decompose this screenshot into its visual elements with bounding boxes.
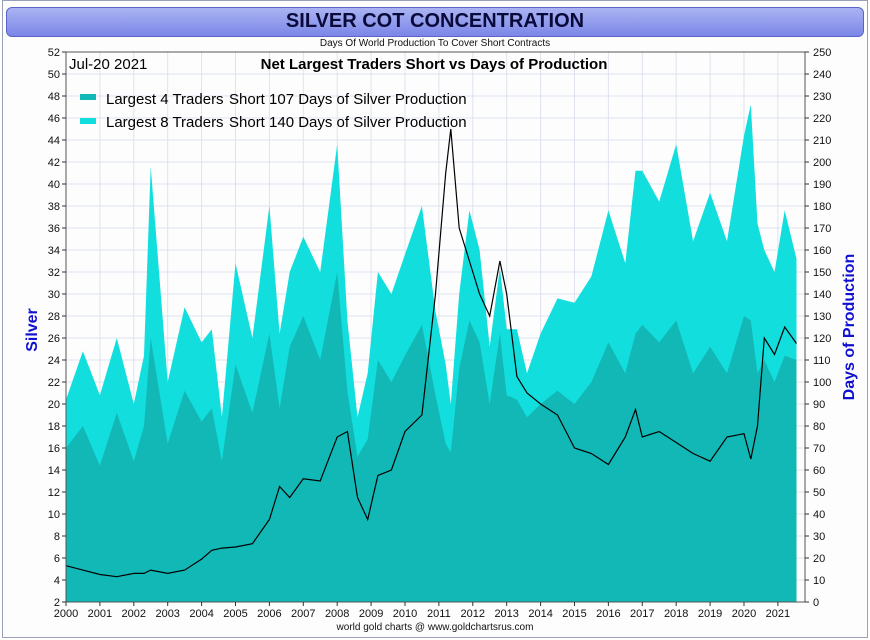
legend-value-largest-8: Short 140 Days of Silver Production bbox=[229, 114, 467, 131]
y2-tick-label: 120 bbox=[813, 333, 831, 345]
y2-tick-label: 20 bbox=[813, 553, 825, 565]
y-tick-label: 26 bbox=[48, 333, 60, 345]
x-tick-label: 2017 bbox=[630, 608, 654, 620]
x-tick-label: 2004 bbox=[189, 608, 213, 620]
y-tick-label: 18 bbox=[48, 421, 60, 433]
x-tick-label: 2020 bbox=[732, 608, 756, 620]
y2-tick-label: 40 bbox=[813, 509, 825, 521]
y-tick-label: 10 bbox=[48, 509, 60, 521]
x-tick-label: 2005 bbox=[223, 608, 247, 620]
plot-border bbox=[65, 51, 806, 603]
y-tick-label: 28 bbox=[48, 311, 60, 323]
footer-credit: world gold charts @ www.goldchartsrus.co… bbox=[336, 622, 534, 633]
y2-tick-label: 50 bbox=[813, 487, 825, 499]
y2-tick-label: 230 bbox=[813, 91, 831, 103]
x-tick-label: 2009 bbox=[359, 608, 383, 620]
legend-label-largest-4: Largest 4 Traders bbox=[106, 91, 224, 108]
right-axis-ticks: 0 10 20 30 40 50 60 70 80 90 100 110 120 130 140 150 160… bbox=[805, 47, 831, 609]
y-axis-title-days: Days of Production bbox=[841, 254, 858, 401]
y-tick-label: 12 bbox=[48, 487, 60, 499]
y2-tick-label: 100 bbox=[813, 377, 831, 389]
y-tick-label: 38 bbox=[48, 201, 60, 213]
y-tick-label: 8 bbox=[54, 531, 60, 543]
y2-tick-label: 220 bbox=[813, 113, 831, 125]
y2-tick-label: 170 bbox=[813, 223, 831, 235]
x-tick-label: 2019 bbox=[698, 608, 722, 620]
y2-tick-label: 90 bbox=[813, 399, 825, 411]
x-tick-label: 2018 bbox=[664, 608, 688, 620]
y-tick-label: 20 bbox=[48, 399, 60, 411]
y2-tick-label: 210 bbox=[813, 135, 831, 147]
y2-tick-label: 200 bbox=[813, 157, 831, 169]
y2-tick-label: 150 bbox=[813, 267, 831, 279]
title-banner: SILVER COT CONCENTRATION bbox=[6, 7, 864, 37]
y-tick-label: 50 bbox=[48, 69, 60, 81]
y-tick-label: 30 bbox=[48, 289, 60, 301]
y-tick-label: 2 bbox=[54, 597, 60, 609]
x-tick-label: 2003 bbox=[155, 608, 179, 620]
chart-title: SILVER COT CONCENTRATION bbox=[285, 10, 585, 32]
x-axis-ticks: 2000 2001 2002 2003 2004 2005 2006 2007 2008 2009… bbox=[54, 602, 790, 620]
y-tick-label: 52 bbox=[48, 47, 60, 59]
x-tick-label: 2015 bbox=[562, 608, 586, 620]
y-tick-label: 16 bbox=[48, 443, 60, 455]
y-tick-label: 14 bbox=[48, 465, 60, 477]
x-tick-label: 2014 bbox=[528, 608, 552, 620]
x-tick-label: 2000 bbox=[54, 608, 78, 620]
x-tick-label: 2001 bbox=[88, 608, 112, 620]
y2-tick-label: 70 bbox=[813, 443, 825, 455]
y2-tick-label: 80 bbox=[813, 421, 825, 433]
largest-4-area bbox=[66, 272, 797, 602]
y-tick-label: 36 bbox=[48, 223, 60, 235]
x-tick-label: 2008 bbox=[325, 608, 349, 620]
y-tick-label: 22 bbox=[48, 377, 60, 389]
y-tick-label: 42 bbox=[48, 157, 60, 169]
legend-swatch-largest-8 bbox=[80, 118, 96, 124]
legend-value-largest-4: Short 107 Days of Silver Production bbox=[229, 91, 467, 108]
y2-tick-label: 110 bbox=[813, 355, 831, 367]
x-tick-label: 2007 bbox=[291, 608, 315, 620]
left-axis-ticks: 2468101214161820222426283032343638404244… bbox=[48, 47, 66, 609]
y2-tick-label: 180 bbox=[813, 201, 831, 213]
y-axis-title-silver: Silver bbox=[24, 308, 41, 352]
y2-tick-label: 140 bbox=[813, 289, 831, 301]
y2-tick-label: 130 bbox=[813, 311, 831, 323]
y2-tick-label: 240 bbox=[813, 69, 831, 81]
y2-tick-label: 0 bbox=[813, 597, 819, 609]
x-tick-label: 2013 bbox=[494, 608, 518, 620]
y-tick-label: 32 bbox=[48, 267, 60, 279]
y-tick-label: 48 bbox=[48, 91, 60, 103]
date-label: Jul-20 2021 bbox=[69, 56, 147, 73]
y2-tick-label: 30 bbox=[813, 531, 825, 543]
y-tick-label: 46 bbox=[48, 113, 60, 125]
y-tick-label: 34 bbox=[48, 245, 60, 257]
x-tick-label: 2011 bbox=[427, 608, 451, 620]
y-tick-label: 24 bbox=[48, 355, 60, 367]
y-tick-label: 6 bbox=[54, 553, 60, 565]
x-tick-label: 2002 bbox=[122, 608, 146, 620]
legend-label-largest-8: Largest 8 Traders bbox=[106, 114, 224, 131]
y-tick-label: 4 bbox=[54, 575, 60, 587]
x-tick-label: 2006 bbox=[257, 608, 281, 620]
x-tick-label: 2021 bbox=[766, 608, 790, 620]
chart-subtitle: Days Of World Production To Cover Short … bbox=[319, 38, 551, 49]
y2-tick-label: 190 bbox=[813, 179, 831, 191]
y-tick-label: 44 bbox=[48, 135, 60, 147]
y2-tick-label: 160 bbox=[813, 245, 831, 257]
y-tick-label: 40 bbox=[48, 179, 60, 191]
y2-tick-label: 10 bbox=[813, 575, 825, 587]
x-tick-label: 2016 bbox=[596, 608, 620, 620]
y2-tick-label: 60 bbox=[813, 465, 825, 477]
x-tick-label: 2010 bbox=[393, 608, 417, 620]
plot-title: Net Largest Traders Short vs Days of Pro… bbox=[261, 56, 608, 73]
x-tick-label: 2012 bbox=[461, 608, 485, 620]
silver-price-line bbox=[65, 128, 797, 578]
y2-tick-label: 250 bbox=[813, 47, 831, 59]
legend-swatch-largest-4 bbox=[80, 94, 96, 100]
